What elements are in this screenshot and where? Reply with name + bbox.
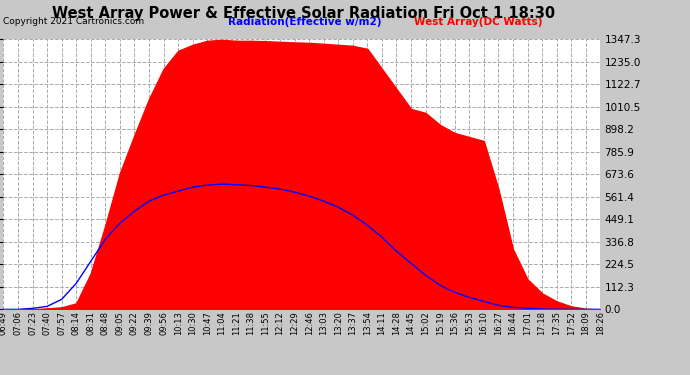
Text: Copyright 2021 Cartronics.com: Copyright 2021 Cartronics.com: [3, 17, 145, 26]
Text: West Array(DC Watts): West Array(DC Watts): [414, 17, 542, 27]
Text: Radiation(Effective w/m2): Radiation(Effective w/m2): [228, 17, 381, 27]
Text: West Array Power & Effective Solar Radiation Fri Oct 1 18:30: West Array Power & Effective Solar Radia…: [52, 6, 555, 21]
